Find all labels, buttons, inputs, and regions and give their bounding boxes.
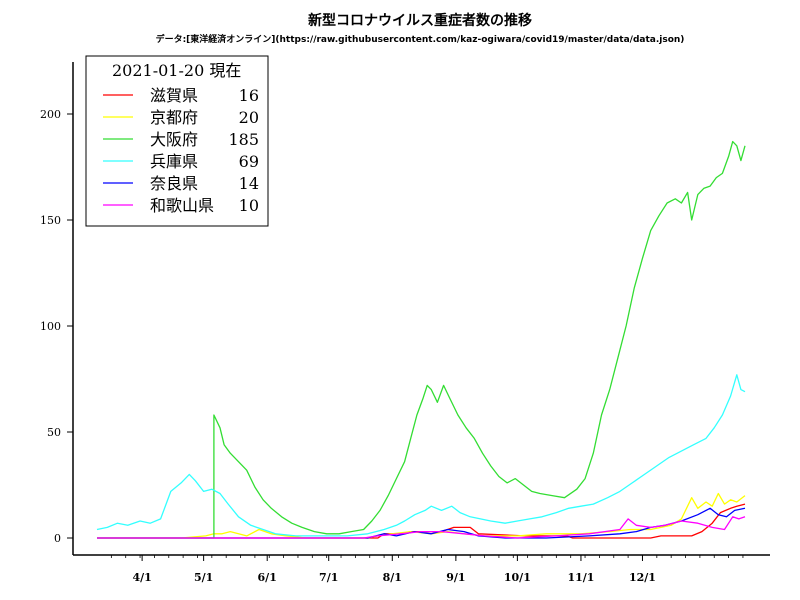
legend: 2021-01-20 現在 滋賀県 16 京都府 20 大阪府 185 兵庫県 69 奈良県 14…: [85, 55, 269, 227]
y-tick-label: 150: [40, 214, 61, 227]
x-tick-label: 11/1: [567, 571, 594, 584]
series-line: [96, 374, 746, 537]
x-tick-label: 8/1: [383, 571, 402, 584]
legend-label: 奈良県: [150, 174, 198, 193]
series-line: [97, 140, 746, 539]
plot-area: 0 50 100 150 200 4/1 5/1 6/1 7/1 8/1 9/1 10/1 11/1 12…: [40, 62, 770, 584]
x-tick-label: 4/1: [132, 571, 151, 584]
legend-items: 滋賀県 16 京都府 20 大阪府 185 兵庫県 69 奈良県 14 和歌山県 10: [103, 86, 259, 215]
legend-value: 14: [239, 174, 259, 193]
legend-value: 185: [228, 130, 259, 149]
legend-value: 69: [239, 152, 259, 171]
x-tick-label: 12/1: [629, 571, 656, 584]
series-line: [97, 516, 746, 539]
x-tick-label: 9/1: [446, 571, 465, 584]
x-tick-label: 6/1: [258, 571, 277, 584]
y-tick-label: 50: [47, 426, 61, 439]
legend-value: 20: [239, 108, 259, 127]
y-tick-label: 200: [40, 108, 61, 121]
legend-box: [85, 55, 269, 227]
x-tick-label: 10/1: [504, 571, 531, 584]
series-layer: [96, 140, 746, 539]
legend-title: 2021-01-20 現在: [112, 61, 241, 80]
legend-label: 滋賀県: [150, 86, 198, 105]
x-tick-label: 5/1: [194, 571, 213, 584]
chart-title: 新型コロナウイルス重症者数の推移: [308, 12, 532, 29]
chart-subtitle: データ:[東洋経済オンライン](https://raw.githubuserco…: [156, 33, 685, 45]
x-tick-label: 7/1: [319, 571, 338, 584]
y-tick-label: 0: [54, 532, 61, 545]
legend-label: 大阪府: [150, 130, 198, 149]
legend-value: 10: [239, 196, 259, 215]
legend-value: 16: [239, 86, 259, 105]
legend-label: 兵庫県: [150, 152, 198, 171]
y-tick-label: 100: [40, 320, 61, 333]
legend-label: 和歌山県: [150, 196, 214, 215]
legend-label: 京都府: [150, 108, 198, 127]
